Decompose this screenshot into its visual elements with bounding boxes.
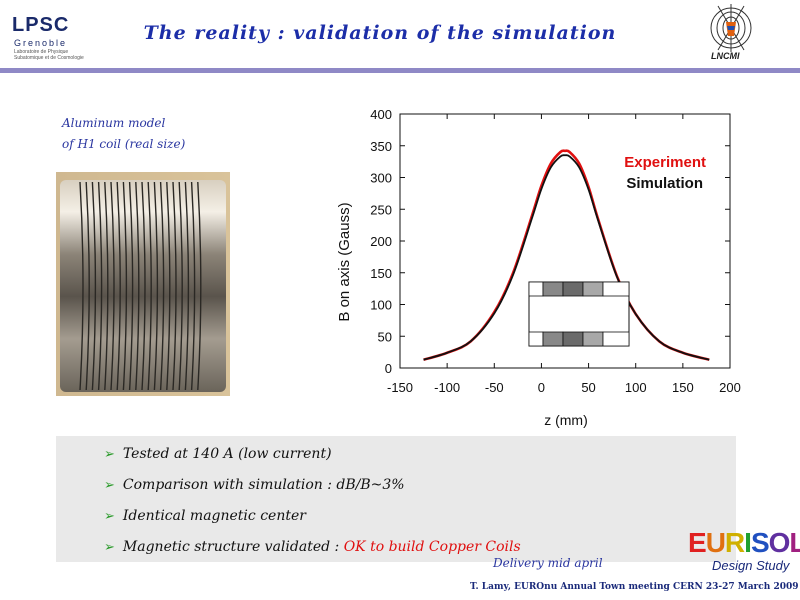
series-line-simulation [423, 154, 710, 361]
arrow-icon: ➢ [104, 478, 115, 493]
bullet-item-4: ➢ Magnetic structure validated : OK to bu… [104, 539, 521, 555]
legend-simulation: Simulation [626, 175, 703, 192]
x-tick-label: 200 [719, 380, 741, 395]
y-tick-label: 250 [370, 202, 392, 217]
x-tick-label: 50 [581, 380, 595, 395]
x-tick-label: 0 [538, 380, 545, 395]
lpsc-subtitle: Laboratoire de Physique Subatomique et d… [14, 49, 84, 61]
y-tick-label: 300 [370, 171, 392, 186]
lpsc-city: Grenoble [14, 38, 68, 48]
x-axis-label: z (mm) [544, 412, 588, 428]
bullet-highlight: OK to build Copper Coils [343, 539, 521, 555]
photo-caption-line2: of H1 coil (real size) [62, 137, 186, 151]
arrow-icon: ➢ [104, 509, 115, 524]
eurisol-logo: EURISOL [688, 527, 800, 558]
lncmi-logo-icon [710, 4, 752, 52]
header-divider [0, 68, 800, 73]
bullet-box: ➢ Tested at 140 A (low current) ➢ Comparis… [56, 436, 736, 562]
y-tick-label: 50 [378, 329, 392, 344]
coil-photo [56, 172, 230, 396]
y-tick-label: 350 [370, 139, 392, 154]
delivery-note: Delivery mid april [493, 556, 603, 570]
photo-caption: Aluminum model of H1 coil (real size) [62, 113, 185, 155]
arrow-icon: ➢ [104, 540, 115, 555]
footer-text: T. Lamy, EUROnu Annual Town meeting CERN… [470, 582, 799, 592]
x-tick-label: 100 [625, 380, 647, 395]
y-tick-label: 100 [370, 298, 392, 313]
x-tick-label: -50 [485, 380, 504, 395]
y-tick-label: 150 [370, 266, 392, 281]
coil-cross-section-inset [528, 281, 630, 347]
y-tick-label: 400 [370, 107, 392, 122]
x-tick-label: -100 [434, 380, 460, 395]
photo-caption-line1: Aluminum model [62, 116, 166, 130]
y-tick-label: 200 [370, 234, 392, 249]
x-tick-label: -150 [387, 380, 413, 395]
bullet-item-2: ➢ Comparison with simulation : dB/B~3% [104, 477, 405, 493]
legend-experiment: Experiment [624, 154, 706, 171]
arrow-icon: ➢ [104, 447, 115, 462]
eurisol-subtitle: Design Study [712, 558, 790, 573]
lpsc-logo: LPSC [12, 14, 70, 36]
field-chart: 0 50 100 150 200 250 300 350 400 -150 -100 -50 0 50 10… [336, 107, 741, 428]
lncmi-logo-text: LNCMI [711, 51, 740, 61]
bullet-item-1: ➢ Tested at 140 A (low current) [104, 446, 332, 462]
x-tick-label: 150 [672, 380, 694, 395]
y-tick-label: 0 [385, 361, 392, 376]
bullet-item-3: ➢ Identical magnetic center [104, 508, 306, 524]
page-title: The reality : validation of the simulati… [143, 22, 617, 44]
y-axis-label: B on axis (Gauss) [336, 202, 353, 321]
